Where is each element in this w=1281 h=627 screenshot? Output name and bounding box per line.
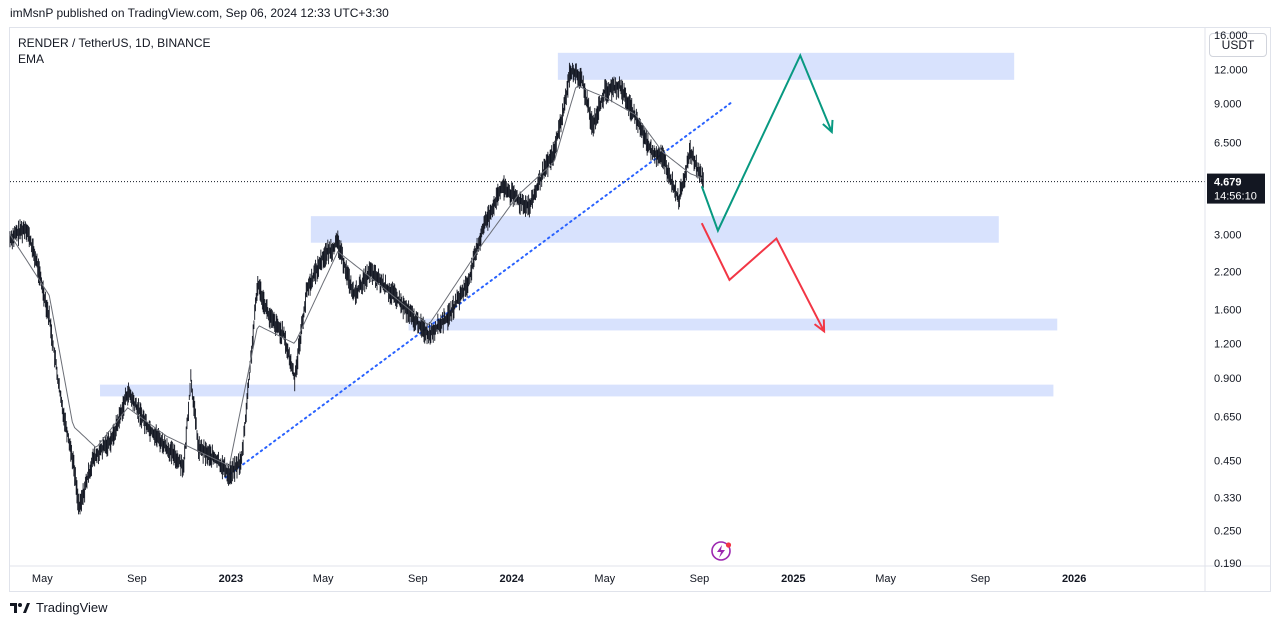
y-tick-label: 0.650 (1214, 412, 1242, 424)
indicator-label-ema[interactable]: EMA (18, 52, 45, 66)
y-tick-label: 0.250 (1214, 525, 1242, 537)
bullish-projection-arrow-head (822, 119, 834, 135)
y-tick-label: 0.190 (1214, 558, 1242, 570)
x-tick-label: Sep (127, 573, 147, 585)
last-price-badge (1207, 173, 1265, 204)
bearish-projection-arrow-head (813, 319, 826, 334)
y-tick-label: 1.600 (1214, 304, 1242, 316)
supply-demand-zone (310, 216, 999, 243)
supply-demand-zone (408, 318, 1058, 331)
y-tick-label: 0.330 (1214, 492, 1242, 504)
x-tick-label: 2023 (219, 573, 243, 585)
x-tick-label: May (875, 573, 896, 585)
bolt-circle (711, 541, 731, 561)
x-tick-label: 2026 (1062, 573, 1086, 585)
publish-header: imMsnP published on TradingView.com, Sep… (10, 6, 389, 20)
currency-button[interactable]: USDT (1209, 33, 1267, 57)
tradingview-logo[interactable]: TradingView (10, 600, 108, 615)
brand-name: TradingView (36, 600, 108, 615)
y-tick-label: 2.200 (1214, 266, 1242, 278)
supply-demand-zone (557, 52, 1015, 80)
bearish-projection-arrow (700, 222, 825, 332)
y-tick-label: 12.000 (1214, 64, 1248, 76)
x-tick-label: Sep (690, 573, 710, 585)
tv-bolt-logo-icon (711, 541, 732, 561)
supply-demand-zone (100, 384, 1054, 397)
x-tick-label: May (32, 573, 53, 585)
countdown-timer: 14:56:10 (1214, 191, 1257, 203)
x-tick-label: May (313, 573, 334, 585)
symbol-title: RENDER / TetherUS, 1D, BINANCE (18, 36, 211, 50)
x-tick-label: Sep (971, 573, 991, 585)
y-tick-label: 3.000 (1214, 230, 1242, 242)
trendline (224, 100, 735, 479)
bullish-projection-arrow (700, 52, 833, 234)
x-tick-label: May (594, 573, 615, 585)
x-tick-label: Sep (408, 573, 428, 585)
tradingview-logo-icon (10, 602, 30, 613)
ema-line (9, 85, 703, 467)
y-tick-label: 0.900 (1214, 373, 1242, 385)
bolt-icon (717, 545, 725, 558)
y-tick-label: 16.000 (1214, 30, 1248, 42)
symbol-legend: RENDER / TetherUS, 1D, BINANCE EMA (18, 35, 211, 67)
y-tick-label: 0.450 (1214, 455, 1242, 467)
x-tick-label: 2025 (781, 573, 805, 585)
y-tick-label: 9.000 (1214, 99, 1242, 111)
y-tick-label: 6.500 (1214, 137, 1242, 149)
notification-dot-icon (725, 542, 732, 548)
chart-frame (9, 27, 1271, 592)
y-tick-label: 1.200 (1214, 339, 1242, 351)
x-tick-label: 2024 (499, 573, 524, 585)
last-price-value: 4.679 (1214, 177, 1242, 189)
